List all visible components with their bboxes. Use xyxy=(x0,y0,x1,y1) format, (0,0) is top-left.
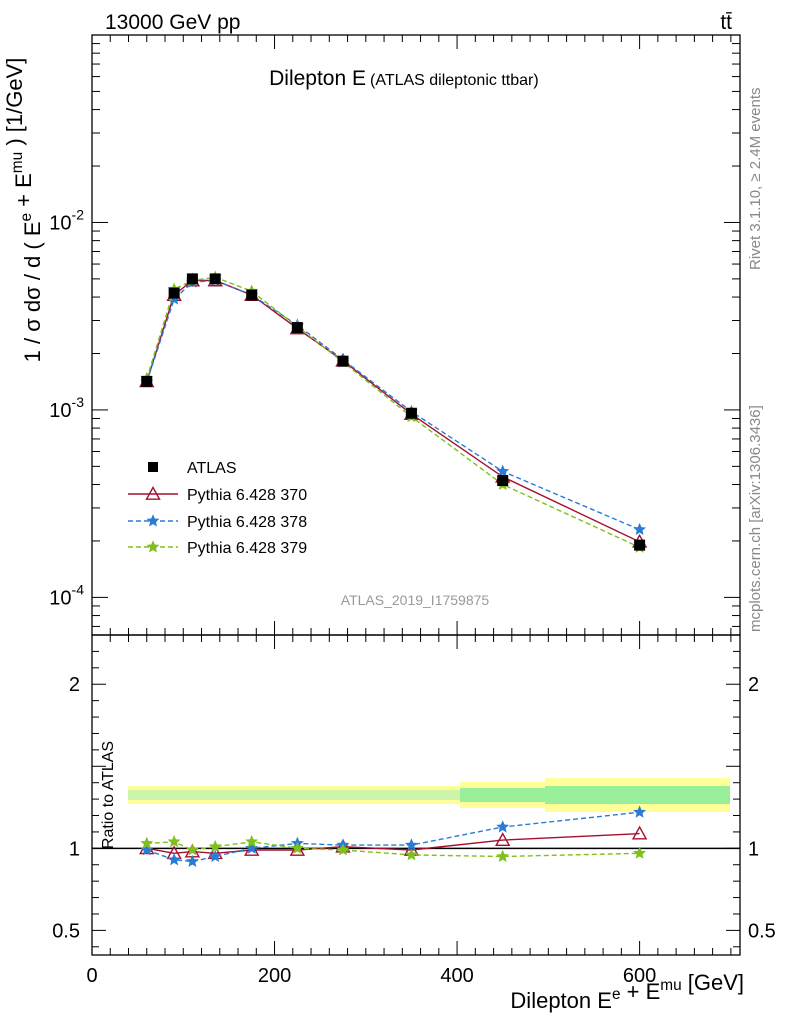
energy-label: 13000 GeV pp xyxy=(105,11,240,34)
series-0 xyxy=(141,273,646,551)
legend-label: Pythia 6.428 379 xyxy=(187,540,307,557)
ratio-y-tick-label-right: 0.5 xyxy=(748,920,776,942)
analysis-watermark: ATLAS_2019_I1759875 xyxy=(341,592,490,608)
legend-marker-pythia-370 xyxy=(145,486,161,500)
ratio-point-pythia-370 xyxy=(289,842,306,856)
chart-subtitle: (ATLAS dileptonic ttbar) xyxy=(370,72,539,89)
rivet-label: Rivet 3.1.10, ≥ 2.4M events xyxy=(747,88,764,271)
series-3 xyxy=(140,270,647,553)
ratio-point-pythia-378 xyxy=(140,843,154,856)
ratio-point-pythia-378 xyxy=(245,841,259,854)
ratio-line-1 xyxy=(146,832,640,855)
series-line-pythia-370 xyxy=(146,279,640,543)
series-line-pythia-378 xyxy=(146,279,640,531)
legend-marker-atlas xyxy=(148,462,158,472)
data-point-atlas xyxy=(141,375,153,387)
ratio-point-pythia-378 xyxy=(404,838,418,851)
legend-marker-pythia-378 xyxy=(146,514,160,527)
x-tick-label: 0 xyxy=(86,965,97,987)
data-point-atlas xyxy=(209,273,221,285)
ratio-line-2 xyxy=(146,811,640,863)
process-label: tt̄ xyxy=(720,11,732,34)
ratio-y-tick-label: 2 xyxy=(69,674,80,696)
ratio-y-tick-label: 1 xyxy=(69,838,80,860)
data-point-atlas xyxy=(337,355,349,367)
legend-label: ATLAS xyxy=(187,460,237,477)
data-point-atlas xyxy=(497,475,509,487)
ratio-point-pythia-379 xyxy=(496,849,510,863)
data-point-atlas xyxy=(246,289,258,301)
data-point-atlas xyxy=(405,407,417,419)
legend-entry-1: Pythia 6.428 370 xyxy=(128,486,307,504)
legend-label: Pythia 6.428 378 xyxy=(187,514,307,531)
data-point-atlas xyxy=(186,273,198,285)
ratio-point-pythia-378 xyxy=(208,849,222,863)
x-tick-label: 200 xyxy=(258,965,291,987)
ratio-point-pythia-379 xyxy=(185,843,199,856)
data-point-atlas xyxy=(291,322,303,334)
ratio-point-pythia-370 xyxy=(495,832,511,847)
ratio-point-pythia-379 xyxy=(208,839,222,853)
ratio-line-3 xyxy=(146,841,640,858)
data-point-pythia-378 xyxy=(496,464,510,477)
source-label: mcplots.cern.ch [arXiv:1306.3436] xyxy=(747,405,764,632)
ratio-point-pythia-378 xyxy=(496,820,510,833)
legend-entry-3: Pythia 6.428 379 xyxy=(128,540,307,557)
ratio-point-pythia-379 xyxy=(245,835,259,848)
ratio-axis-label: Ratio to ATLAS xyxy=(100,741,117,849)
y-axis-title: 1 / σ dσ / d ( Ee + Emu ) [1/GeV] xyxy=(2,58,45,363)
series-1 xyxy=(139,272,648,548)
ratio-series-3 xyxy=(140,835,647,863)
uncertainty-band-inner xyxy=(128,790,730,800)
y-tick-label: 10-3 xyxy=(49,394,84,422)
ratio-point-pythia-379 xyxy=(290,841,304,854)
data-point-atlas xyxy=(168,287,180,299)
ratio-point-pythia-378 xyxy=(185,854,199,867)
data-point-pythia-378 xyxy=(633,522,647,536)
ratio-point-pythia-379 xyxy=(140,836,154,849)
ratio-point-pythia-378 xyxy=(167,853,181,866)
ratio-y-tick-label: 0.5 xyxy=(52,920,80,942)
uncertainty-band-green-high xyxy=(545,786,730,804)
chart-title: Dilepton E xyxy=(269,67,366,90)
ratio-point-pythia-379 xyxy=(633,846,647,859)
legend-marker-pythia-379 xyxy=(146,540,160,553)
legend-entry-0: ATLAS xyxy=(148,460,237,477)
y-tick-label: 10-2 xyxy=(49,206,84,234)
series-line-pythia-379 xyxy=(146,276,640,548)
ratio-y-tick-label-right: 1 xyxy=(748,838,759,860)
ratio-point-pythia-379 xyxy=(336,843,350,856)
ratio-plot-frame xyxy=(91,634,741,956)
x-tick-label: 600 xyxy=(623,965,656,987)
y-tick-label: 10-4 xyxy=(49,581,84,609)
ratio-point-pythia-370 xyxy=(631,825,648,840)
legend-label: Pythia 6.428 370 xyxy=(187,487,307,504)
x-tick-label: 400 xyxy=(440,965,473,987)
data-point-atlas xyxy=(634,539,646,551)
ratio-point-pythia-379 xyxy=(167,835,181,848)
ratio-y-tick-label-right: 2 xyxy=(748,674,759,696)
ratio-point-pythia-378 xyxy=(633,805,647,818)
legend-entry-2: Pythia 6.428 378 xyxy=(128,514,307,531)
ratio-point-pythia-379 xyxy=(404,848,418,861)
